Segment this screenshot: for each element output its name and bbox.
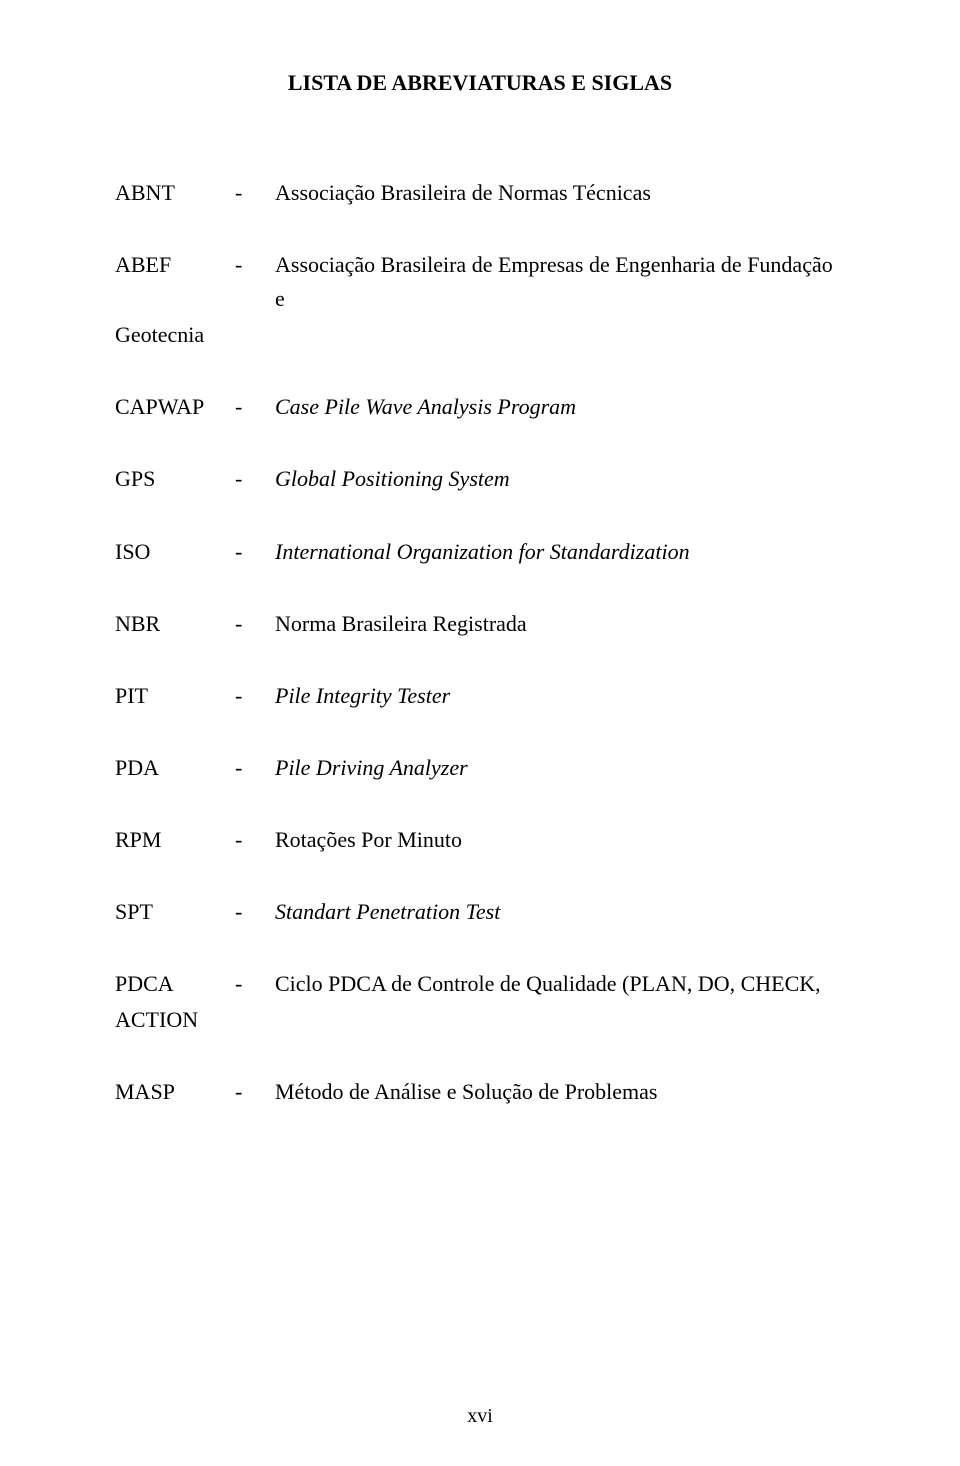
def-gps-text: Global Positioning System — [275, 466, 510, 491]
dash: - — [235, 535, 275, 569]
def-nbr: Norma Brasileira Registrada — [275, 607, 845, 641]
abbr-abnt: ABNT — [115, 176, 235, 210]
entry-gps: GPS - Global Positioning System — [115, 462, 845, 496]
dash: - — [235, 390, 275, 424]
def-spt-text: Standart Penetration Test — [275, 899, 500, 924]
def-rpm: Rotações Por Minuto — [275, 823, 845, 857]
def-pdca: Ciclo PDCA de Controle de Qualidade (PLA… — [275, 967, 845, 1001]
def-gps: Global Positioning System — [275, 462, 845, 496]
entry-pit: PIT - Pile Integrity Tester — [115, 679, 845, 713]
dash: - — [235, 895, 275, 929]
abbr-iso: ISO — [115, 535, 235, 569]
def-capwap: Case Pile Wave Analysis Program — [275, 390, 845, 424]
entry-abef-block: ABEF - Associação Brasileira de Empresas… — [115, 248, 845, 352]
abbr-gps: GPS — [115, 462, 235, 496]
entry-rpm: RPM - Rotações Por Minuto — [115, 823, 845, 857]
def-capwap-text: Case Pile Wave Analysis Program — [275, 394, 576, 419]
entry-capwap: CAPWAP - Case Pile Wave Analysis Program — [115, 390, 845, 424]
def-masp: Método de Análise e Solução de Problemas — [275, 1075, 845, 1109]
abbr-pit: PIT — [115, 679, 235, 713]
def-abef: Associação Brasileira de Empresas de Eng… — [275, 248, 845, 316]
def-pda-text: Pile Driving Analyzer — [275, 755, 468, 780]
document-page: LISTA DE ABREVIATURAS E SIGLAS ABNT - As… — [0, 0, 960, 1466]
def-iso-text: International Organization for Standardi… — [275, 539, 690, 564]
def-iso: International Organization for Standardi… — [275, 535, 845, 569]
dash: - — [235, 462, 275, 496]
abbr-pdca: PDCA — [115, 967, 235, 1001]
entry-nbr: NBR - Norma Brasileira Registrada — [115, 607, 845, 641]
abbr-spt: SPT — [115, 895, 235, 929]
entry-iso: ISO - International Organization for Sta… — [115, 535, 845, 569]
entry-pda: PDA - Pile Driving Analyzer — [115, 751, 845, 785]
page-title: LISTA DE ABREVIATURAS E SIGLAS — [115, 70, 845, 96]
dash: - — [235, 823, 275, 857]
def-pda: Pile Driving Analyzer — [275, 751, 845, 785]
page-number: xvi — [0, 1405, 960, 1428]
dash: - — [235, 751, 275, 785]
dash: - — [235, 176, 275, 210]
entry-abnt: ABNT - Associação Brasileira de Normas T… — [115, 176, 845, 210]
entry-pdca-block: PDCA - Ciclo PDCA de Controle de Qualida… — [115, 967, 845, 1037]
dash: - — [235, 1075, 275, 1109]
dash: - — [235, 967, 275, 1001]
entry-masp: MASP - Método de Análise e Solução de Pr… — [115, 1075, 845, 1109]
dash: - — [235, 607, 275, 641]
dash: - — [235, 248, 275, 282]
def-pit-text: Pile Integrity Tester — [275, 683, 450, 708]
entry-pdca: PDCA - Ciclo PDCA de Controle de Qualida… — [115, 967, 845, 1001]
def-abnt: Associação Brasileira de Normas Técnicas — [275, 176, 845, 210]
entry-spt: SPT - Standart Penetration Test — [115, 895, 845, 929]
abbr-rpm: RPM — [115, 823, 235, 857]
def-abef-cont: Geotecnia — [115, 318, 845, 352]
def-pit: Pile Integrity Tester — [275, 679, 845, 713]
def-pdca-cont: ACTION — [115, 1003, 845, 1037]
abbr-abef: ABEF — [115, 248, 235, 282]
abbr-masp: MASP — [115, 1075, 235, 1109]
abbr-capwap: CAPWAP — [115, 390, 235, 424]
def-spt: Standart Penetration Test — [275, 895, 845, 929]
entry-abef: ABEF - Associação Brasileira de Empresas… — [115, 248, 845, 316]
abbr-pda: PDA — [115, 751, 235, 785]
dash: - — [235, 679, 275, 713]
abbr-nbr: NBR — [115, 607, 235, 641]
